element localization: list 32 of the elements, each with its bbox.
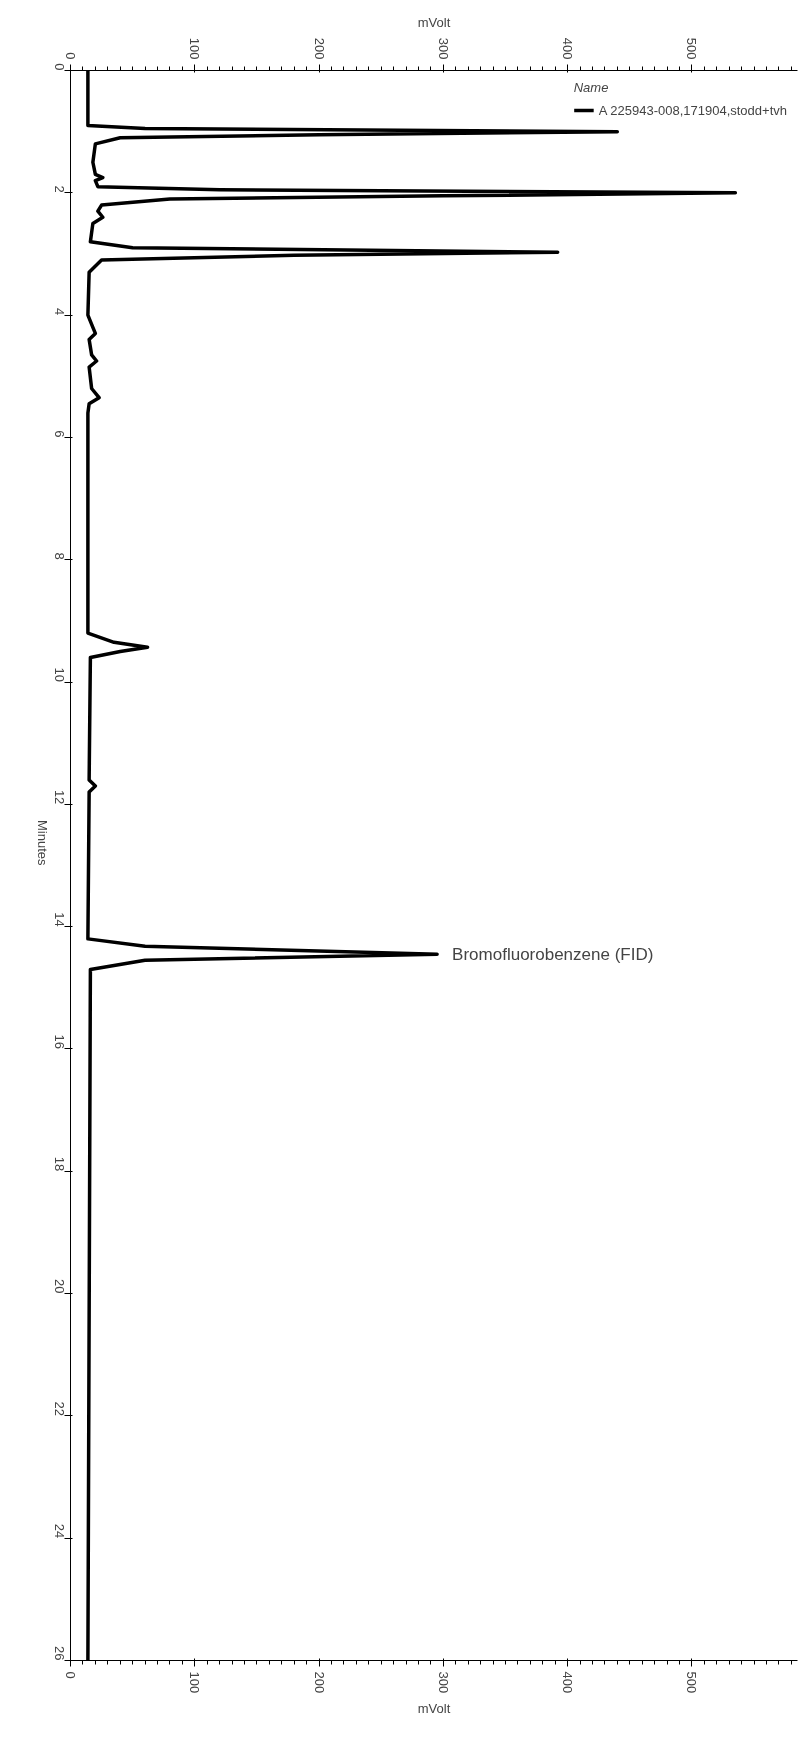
y-tick-label: 4 (52, 307, 67, 316)
x-tick-label: 500 (684, 1671, 700, 1694)
x-axis-title: mVolt (417, 1701, 451, 1717)
x2-tick-label: 300 (435, 37, 451, 60)
y-tick-label: 26 (52, 1646, 67, 1661)
y-tick-label: 10 (52, 667, 67, 683)
y-tick-label: 24 (52, 1523, 67, 1539)
legend-title: Name (573, 80, 610, 95)
y-tick-label: 0 (52, 63, 67, 71)
y-tick-label: 2 (52, 185, 67, 193)
x-tick-label: 300 (435, 1671, 451, 1694)
x2-axis-title: mVolt (417, 14, 451, 30)
x2-tick-label: 500 (684, 37, 700, 60)
legend-label: A 225943-008,171904,stodd+tvh (598, 102, 787, 118)
y-tick-label: 12 (52, 789, 67, 805)
y-tick-label: 20 (52, 1279, 67, 1294)
x-tick-label: 400 (560, 1671, 576, 1694)
y-tick-label: 14 (52, 912, 67, 927)
x-tick-label: 0 (63, 1671, 78, 1679)
y-axis-title: Minutes (35, 819, 50, 866)
y-tick-label: 18 (52, 1156, 67, 1172)
y-tick-label: 16 (52, 1034, 67, 1049)
y-tick-label: 6 (52, 430, 67, 438)
annotation: Bromofluorobenzene (FID) (452, 944, 654, 964)
x-tick-label: 200 (311, 1671, 327, 1694)
x2-tick-label: 400 (560, 37, 576, 60)
x2-tick-label: 0 (63, 52, 78, 60)
y-tick-label: 22 (52, 1401, 67, 1416)
x2-tick-label: 200 (311, 37, 327, 60)
x2-tick-label: 100 (187, 37, 203, 60)
x-tick-label: 100 (187, 1671, 203, 1694)
y-tick-label: 8 (52, 552, 67, 560)
